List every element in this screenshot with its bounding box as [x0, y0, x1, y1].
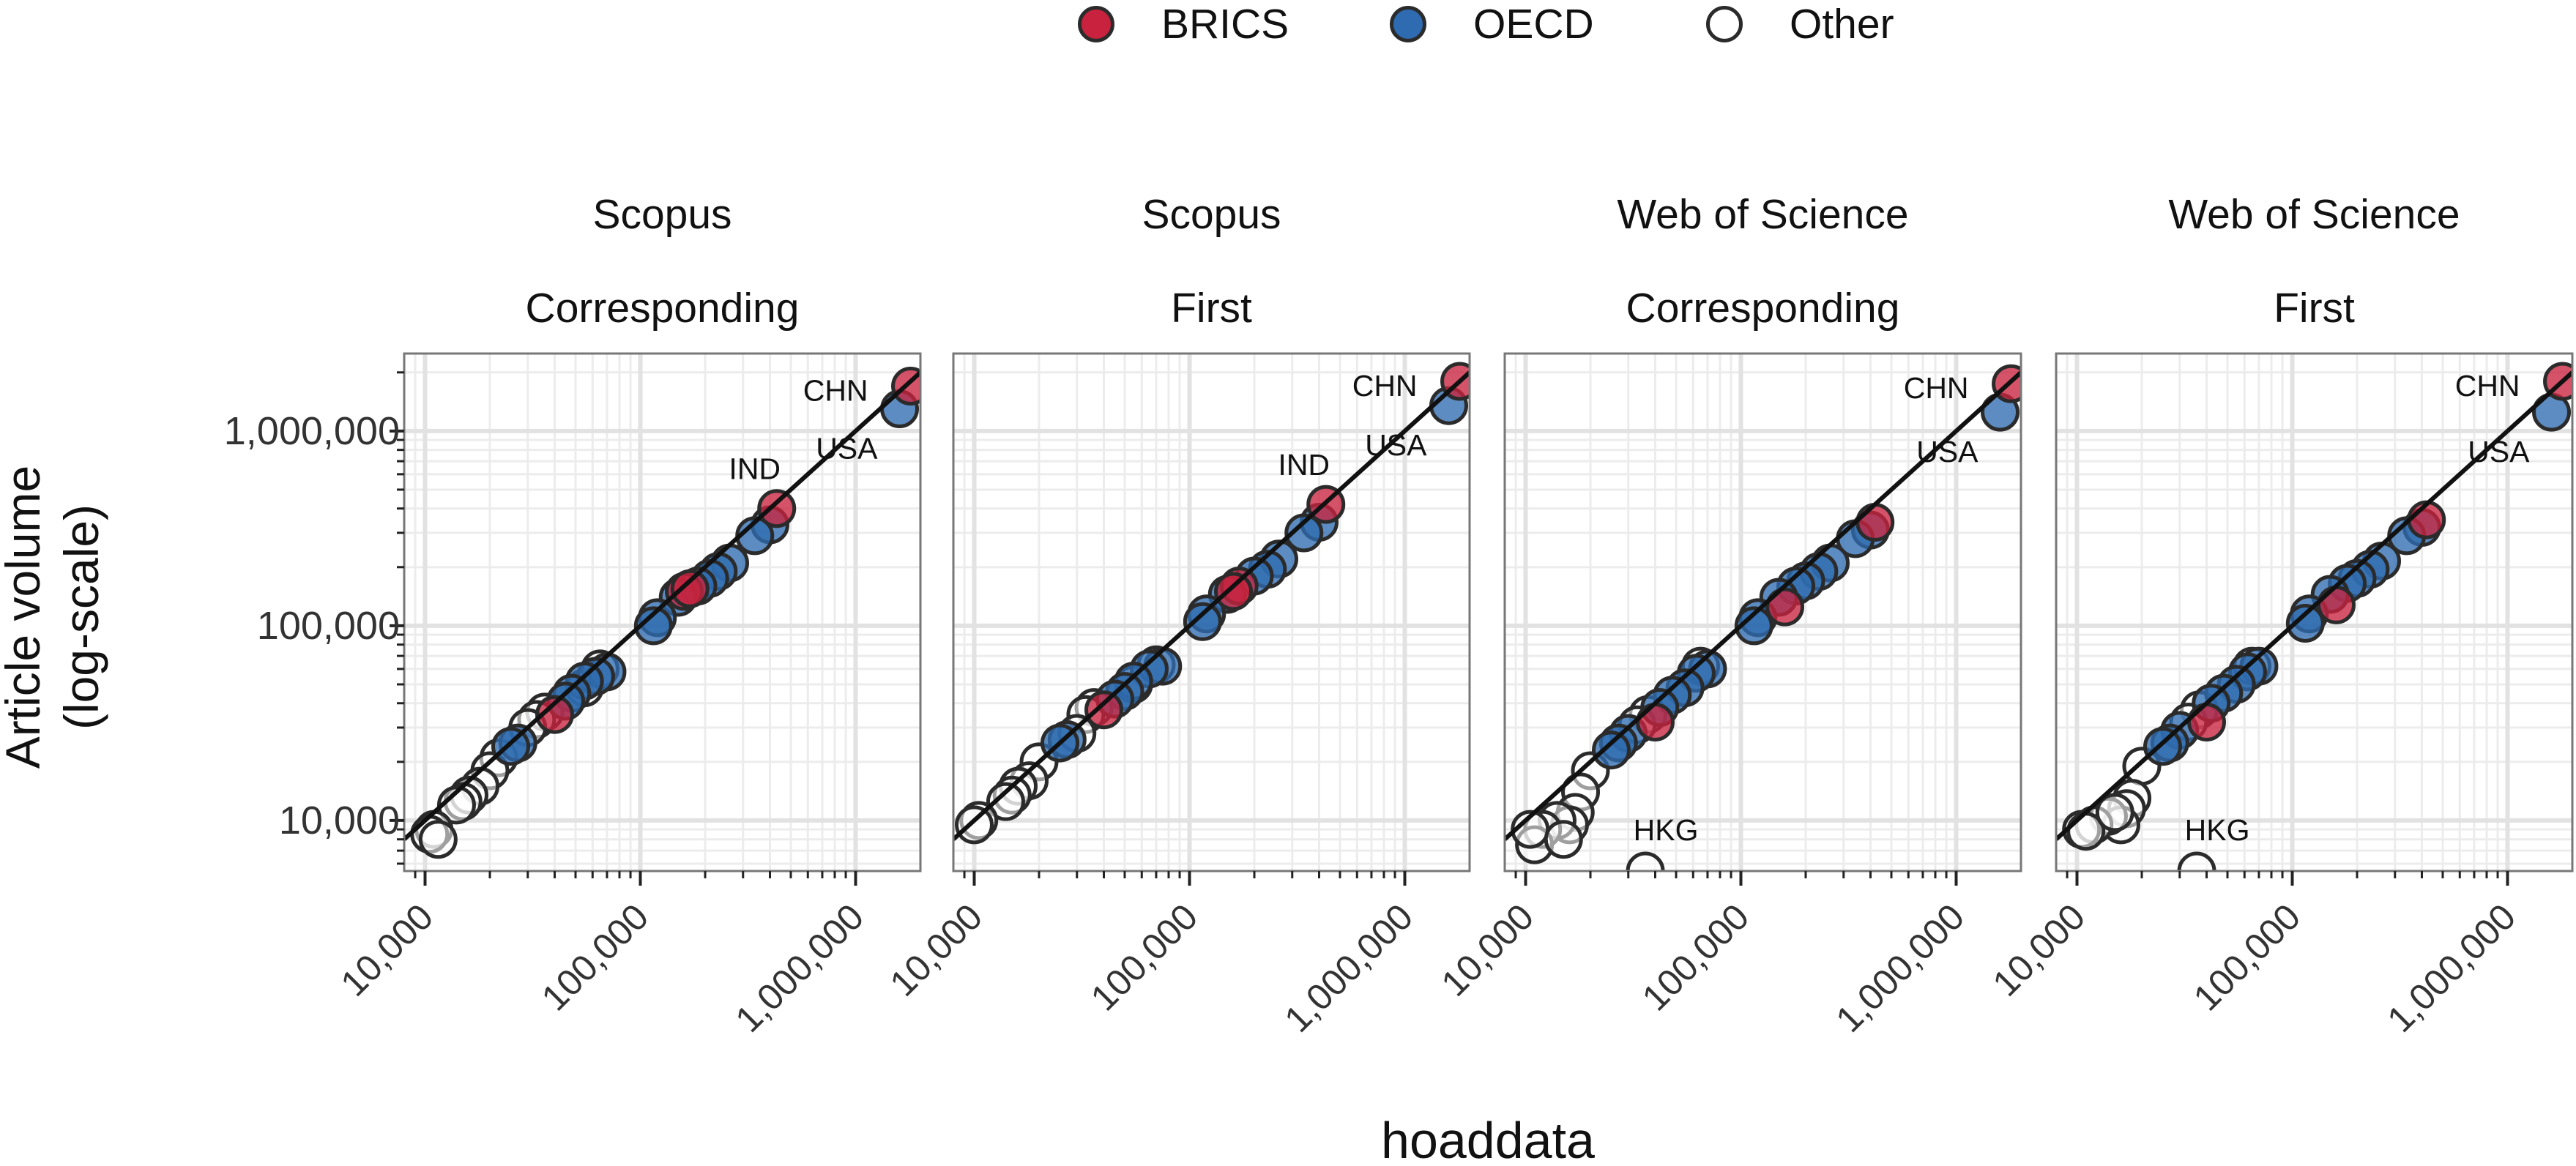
- legend-marker-brics: [1078, 6, 1114, 42]
- panel-4-point-brics: [2186, 703, 2226, 742]
- panel-1-point-brics: [891, 367, 920, 406]
- panel-3-point-oecd: [1591, 730, 1631, 770]
- panel-3-x-tick-label: 100,000: [1634, 896, 1757, 1018]
- legend-label-brics: BRICS: [1161, 1, 1289, 48]
- panel-4-reference-line: [2056, 370, 2572, 841]
- panel-3-x-tick-label: 1,000,000: [1828, 896, 1972, 1040]
- panel-4-title-line-2: First: [2274, 285, 2355, 332]
- panel-3-point-other: [1626, 851, 1665, 871]
- panel-2-x-tick-label: 1,000,000: [1276, 896, 1421, 1040]
- legend: BRICS OECD Other: [0, 0, 2576, 51]
- legend-entry-oecd: OECD: [1390, 0, 1594, 48]
- panel-3-point-brics: [1855, 503, 1895, 542]
- panel-1-point-brics: [757, 489, 797, 528]
- panel-1-x-tick-label: 10,000: [333, 896, 442, 1004]
- legend-marker-other: [1706, 6, 1743, 42]
- panel-1-point-brics: [670, 569, 710, 608]
- y-axis-label-line-1: Article volume: [0, 466, 50, 769]
- panel-3-border: [1503, 352, 2022, 872]
- panel-2-title-line-1: Scopus: [1142, 191, 1281, 238]
- panel-3-point-label: CHN: [1904, 371, 1969, 405]
- panel-3-point-oecd: [1734, 606, 1773, 646]
- x-axis-label: hoaddata: [1381, 1112, 1595, 1166]
- legend-entry-brics: BRICS: [1078, 0, 1289, 48]
- panel-4-border: [2055, 352, 2574, 872]
- panel-1-point-label: USA: [816, 432, 878, 466]
- legend-label-other: Other: [1790, 1, 1894, 48]
- panel-2-border: [952, 352, 1471, 872]
- panel-1-point-other: [418, 820, 458, 859]
- panel-2-point-oecd: [1284, 513, 1324, 553]
- panel-1-x-tick-label: 1,000,000: [727, 896, 871, 1040]
- y-tick-label: 10,000: [279, 799, 400, 842]
- panel-3-title-line-1: Web of Science: [1617, 191, 1908, 238]
- legend-marker-oecd: [1390, 6, 1426, 42]
- panel-1-title-line-1: Scopus: [592, 191, 732, 238]
- panel-3-point-label: USA: [1916, 435, 1978, 468]
- panel-4-point-brics: [2317, 585, 2356, 624]
- panel-2-point-other: [986, 782, 1025, 821]
- panel-1-border: [403, 352, 922, 872]
- panel-2-reference-line: [953, 370, 1470, 841]
- panel-4-x-tick-label: 1,000,000: [2379, 896, 2523, 1040]
- panel-3-point-brics: [1635, 703, 1675, 742]
- panel-1-point-label: CHN: [803, 374, 868, 408]
- panel-3-point-brics: [1765, 587, 1805, 627]
- panel-2-point-brics: [1084, 690, 1123, 730]
- y-tick-label: 1,000,000: [224, 409, 400, 453]
- panel-2-point-label: CHN: [1352, 369, 1418, 403]
- panel-4-point-other: [2177, 851, 2216, 871]
- panel-1-point-oecd: [633, 606, 673, 646]
- panel-1-point-label: IND: [729, 452, 781, 486]
- legend-entry-other: Other: [1706, 0, 1894, 48]
- panel-4-point-label: CHN: [2455, 369, 2520, 403]
- panel-4-point-other: [2095, 793, 2134, 832]
- panel-3-x-tick-label: 10,000: [1434, 896, 1542, 1004]
- legend-label-oecd: OECD: [1473, 1, 1594, 48]
- panel-1-title-line-2: Corresponding: [526, 285, 800, 332]
- panel-2-point-brics: [1214, 572, 1254, 611]
- panel-2-point-other: [954, 805, 994, 845]
- panel-1-reference-line: [404, 370, 920, 841]
- panel-4-point-label: HKG: [2185, 813, 2250, 847]
- panel-3-point-other: [1544, 820, 1583, 859]
- panel-4-point-label: USA: [2468, 435, 2530, 468]
- panel-1-x-tick-label: 100,000: [534, 896, 656, 1018]
- panel-2-x-tick-label: 100,000: [1083, 896, 1205, 1018]
- panel-4-x-tick-label: 100,000: [2186, 896, 2308, 1018]
- panel-2-point-label: IND: [1278, 448, 1330, 482]
- y-axis-label-line-2: (log-scale): [54, 504, 108, 730]
- panel-3-point-label: HKG: [1634, 813, 1699, 847]
- panel-3-title-line-2: Corresponding: [1626, 285, 1900, 332]
- y-tick-label: 100,000: [257, 604, 400, 648]
- panel-2-x-tick-label: 10,000: [882, 896, 991, 1004]
- panel-4-x-tick-label: 10,000: [1985, 896, 2093, 1004]
- panel-4-point-brics: [2407, 500, 2446, 539]
- panel-2-point-label: USA: [1365, 428, 1427, 462]
- panel-1-point-brics: [535, 695, 574, 734]
- panel-2-title-line-2: First: [1171, 285, 1252, 332]
- panel-3-reference-line: [1505, 370, 2021, 841]
- panel-4-point-oecd: [2285, 603, 2325, 643]
- panel-4-title-line-1: Web of Science: [2168, 191, 2460, 238]
- panel-2-point-oecd: [1183, 602, 1222, 641]
